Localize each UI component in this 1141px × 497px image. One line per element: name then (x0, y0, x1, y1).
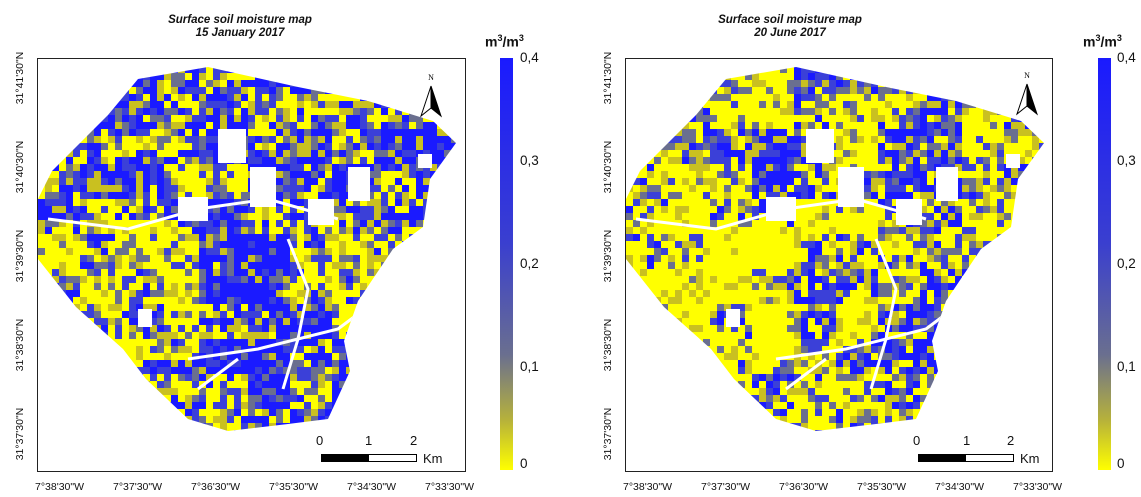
map-title: Surface soil moisture map 20 June 2017 (718, 14, 862, 39)
longitude-label: 7°37'30"W (113, 481, 163, 493)
colorbar-tick-label: 0,2 (520, 256, 539, 271)
no-data-patch (348, 167, 370, 201)
soil-moisture-raster (38, 67, 456, 431)
colorbar-tick-label: 0,4 (1117, 50, 1136, 65)
north-arrow-icon: N (1012, 70, 1042, 123)
north-label: N (428, 73, 434, 82)
colorbar-tick-label: 0,2 (1117, 256, 1136, 271)
moisture-pixels (38, 67, 456, 431)
latitude-label: 31°40'30"N (602, 140, 614, 194)
longitude-label: 7°34'30"W (347, 481, 397, 493)
longitude-label: 7°35'30"W (269, 481, 319, 493)
no-data-patch (218, 129, 246, 163)
colorbar-tick-label: 0 (1117, 456, 1125, 471)
colorbar-tick-label: 0 (520, 456, 528, 471)
colorbar-tick-label: 0,1 (1117, 359, 1136, 374)
latitude-label: 31°41'30"N (14, 51, 26, 105)
longitude-label: 7°36'30"W (779, 481, 829, 493)
longitude-label: 7°37'30"W (701, 481, 751, 493)
colorbar-tick-label: 0,1 (520, 359, 539, 374)
no-data-patch (936, 167, 958, 201)
colorbar-tick-label: 0,4 (520, 50, 539, 65)
road-line (635, 197, 927, 231)
road-line (785, 357, 827, 391)
moisture-pixels (626, 67, 1044, 431)
road-line (197, 357, 239, 391)
road-line (47, 197, 339, 231)
no-data-patch (806, 129, 834, 163)
latitude-label: 31°39'30"N (14, 229, 26, 283)
scale-unit: Km (1020, 451, 1040, 466)
road-line (869, 238, 898, 390)
colorbar (1098, 58, 1111, 470)
no-data-patch (418, 154, 432, 168)
scale-label-1: 1 (365, 433, 373, 448)
longitude-label: 7°35'30"W (857, 481, 907, 493)
scale-label-1: 1 (963, 433, 971, 448)
longitude-label: 7°34'30"W (935, 481, 985, 493)
map-panel-june: Surface soil moisture map 20 June 2017 3… (571, 0, 1141, 497)
map-frame (37, 58, 466, 472)
no-data-patch (138, 309, 152, 327)
colorbar-tick-label: 0,3 (520, 153, 539, 168)
latitude-label: 31°40'30"N (14, 140, 26, 194)
colorbar-unit: m3/m3 (485, 33, 524, 50)
longitude-label: 7°36'30"W (191, 481, 241, 493)
longitude-label: 7°33'30"W (425, 481, 475, 493)
map-title: Surface soil moisture map 15 January 201… (168, 14, 312, 39)
longitude-label: 7°33'30"W (1013, 481, 1063, 493)
colorbar (500, 58, 513, 470)
no-data-patch (726, 309, 740, 327)
map-frame (625, 58, 1053, 472)
latitude-label: 31°37'30"N (602, 407, 614, 461)
longitude-label: 7°38'30"W (35, 481, 85, 493)
map-panel-january: Surface soil moisture map 15 January 201… (14, 14, 539, 493)
scale-bar (321, 454, 417, 462)
scale-unit: Km (423, 451, 443, 466)
latitude-label: 31°37'30"N (14, 407, 26, 461)
scale-bar (918, 454, 1014, 462)
colorbar-tick-label: 0,3 (1117, 153, 1136, 168)
longitude-label: 7°38'30"W (623, 481, 673, 493)
scale-label-2: 2 (410, 433, 418, 448)
latitude-label: 31°41'30"N (602, 51, 614, 105)
scale-label-0: 0 (316, 433, 324, 448)
latitude-label: 31°39'30"N (602, 229, 614, 283)
latitude-label: 31°38'30"N (602, 318, 614, 372)
no-data-patch (1006, 154, 1020, 168)
scale-label-0: 0 (913, 433, 921, 448)
soil-moisture-raster (626, 67, 1044, 431)
colorbar-unit: m3/m3 (1083, 33, 1122, 50)
north-label: N (1024, 71, 1030, 80)
north-arrow-icon: N (416, 72, 446, 125)
scale-label-2: 2 (1007, 433, 1015, 448)
latitude-label: 31°38'30"N (14, 318, 26, 372)
road-line (281, 238, 310, 390)
